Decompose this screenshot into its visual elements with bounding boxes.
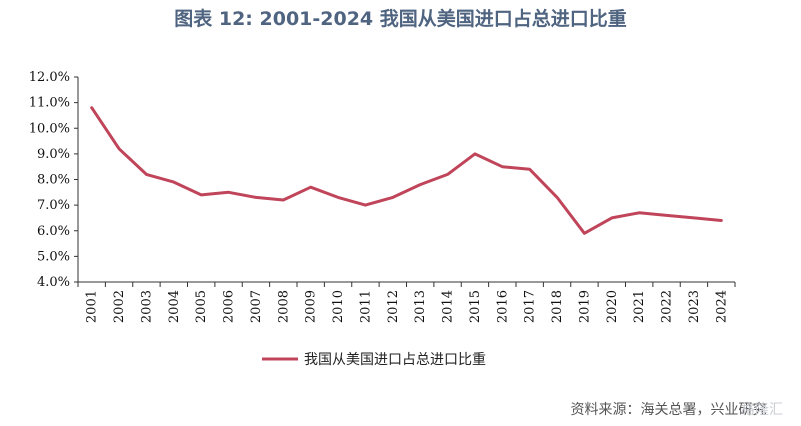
x-tick-label: 2009 (304, 290, 319, 323)
x-tick-label: 2004 (167, 290, 182, 323)
y-tick-label: 9.0% (37, 147, 70, 162)
source-text: 资料来源：海关总署，兴业研究 (570, 402, 767, 418)
y-tick-label: 7.0% (37, 198, 70, 213)
x-axis: 2001 2002 2003 2004 2005 2006 2007 2008 2009 2010… (77, 281, 736, 323)
data-point (118, 147, 120, 150)
x-tick-label: 2016 (495, 290, 510, 323)
data-point (556, 196, 558, 199)
x-tick-label: 2022 (660, 290, 675, 323)
data-point (309, 186, 312, 188)
x-tick-label: 2017 (523, 290, 538, 323)
x-tick-label: 2018 (550, 290, 565, 323)
data-point (90, 106, 93, 109)
data-point (200, 194, 202, 196)
x-tick-label: 2015 (468, 290, 483, 323)
legend-label: 我国从美国进口占总进口比重 (304, 352, 486, 368)
x-tick-label: 2007 (249, 290, 264, 323)
chart-title: 图表 12: 2001-2024 我国从美国进口占总进口比重 (174, 8, 627, 30)
x-tick-label: 2002 (112, 290, 127, 323)
data-point (173, 181, 175, 183)
data-point (392, 196, 394, 199)
x-tick-label: 2023 (687, 290, 702, 323)
x-tick-label: 2013 (413, 290, 428, 323)
data-point (583, 232, 586, 235)
series-line (90, 106, 723, 235)
source-note: 资料来源：海关总署，兴业研究 格隆汇 (571, 399, 783, 419)
legend: 我国从美国进口占总进口比重 (262, 352, 486, 368)
data-point (446, 173, 449, 176)
x-tick-label: 2008 (276, 290, 291, 323)
data-point (255, 196, 257, 199)
y-tick-label: 11.0% (29, 96, 70, 111)
y-tick-label: 5.0% (37, 249, 70, 264)
data-point (337, 196, 339, 199)
data-point (145, 173, 148, 176)
y-tick-label: 10.0% (29, 121, 70, 136)
y-axis: 4.0% 5.0% 6.0% 7.0% 8.0% 9.0% 10.0% 11.0% 12.0% (29, 70, 79, 290)
x-tick-label: 2020 (605, 290, 620, 323)
y-tick-label: 12.0% (29, 70, 70, 85)
x-tick-label: 2014 (441, 290, 456, 323)
data-point (665, 214, 668, 217)
data-point (282, 199, 285, 201)
x-tick-label: 2021 (632, 290, 647, 323)
x-tick-label: 2019 (577, 290, 592, 323)
y-tick-label: 8.0% (37, 173, 70, 188)
x-tick-label: 2001 (85, 290, 100, 323)
data-point (364, 204, 367, 206)
data-point (693, 217, 695, 219)
data-point (474, 153, 476, 155)
x-tick-label: 2005 (194, 290, 209, 323)
data-point (720, 219, 723, 222)
y-tick-label: 6.0% (37, 224, 70, 239)
series-group (90, 106, 723, 235)
data-point (528, 168, 531, 171)
x-tick-label: 2006 (222, 290, 237, 323)
x-tick-label: 2003 (139, 290, 154, 323)
x-tick-label: 2010 (331, 290, 346, 323)
x-tick-label: 2024 (714, 290, 729, 323)
y-tick-label: 4.0% (37, 275, 70, 290)
data-point (501, 165, 504, 168)
data-point (227, 191, 230, 194)
x-tick-label: 2012 (386, 290, 401, 323)
data-point (611, 217, 613, 219)
data-point (638, 212, 640, 214)
watermark-text: 格隆汇 (741, 402, 783, 418)
data-point (419, 183, 421, 186)
x-tick-label: 2011 (358, 290, 373, 323)
